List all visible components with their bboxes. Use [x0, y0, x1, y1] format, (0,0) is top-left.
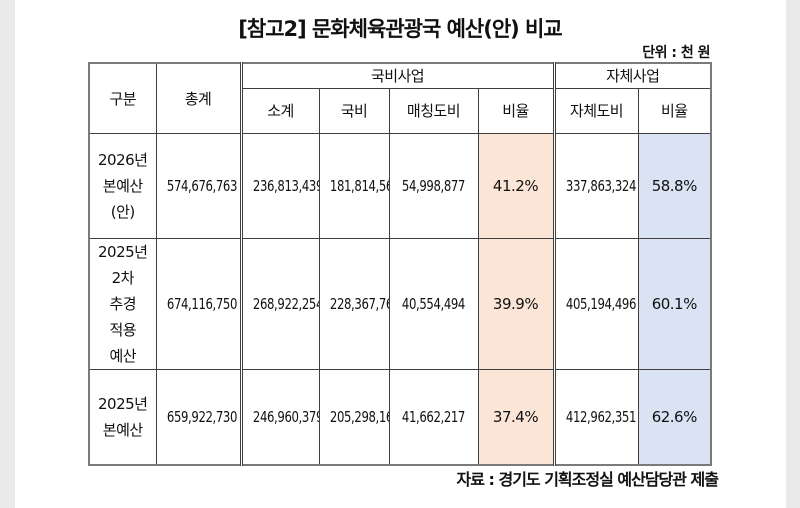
national-cell: 181,814,562 — [318, 132, 390, 239]
row-label-cell: 2025년 2차 추경 적용 예산 — [88, 237, 157, 370]
row-label: 2025년 2차 추경 적용 예산 — [98, 242, 148, 365]
left-page-gutter — [0, 0, 15, 508]
unit-note: 단위 : 천 원 — [642, 45, 710, 61]
table-row-2026-proposed: 2026년 본예산 (안) 574,676,763 236,813,439 18… — [88, 132, 712, 239]
row-label-cell: 2025년 본예산 — [88, 368, 157, 466]
matching-cell: 40,554,494 — [388, 237, 479, 370]
table-row-2025-supplementary: 2025년 2차 추경 적용 예산 674,116,750 268,922,25… — [88, 237, 712, 370]
total-value: 574,676,763 — [166, 176, 237, 195]
subtotal-cell: 236,813,439 — [239, 132, 320, 239]
matching-cell: 41,662,217 — [388, 368, 479, 466]
total-value: 659,922,730 — [166, 407, 237, 426]
header-national-ratio: 비율 — [477, 87, 555, 134]
national-cell: 205,298,162 — [318, 368, 390, 466]
table-row-2025-original: 2025년 본예산 659,922,730 246,960,379 205,29… — [88, 368, 712, 466]
header-matching-provincial: 매칭도비 — [388, 87, 479, 134]
row-label: 2025년 본예산 — [98, 394, 148, 439]
table-header-group-row: 구분 총계 국비사업 자체사업 — [88, 62, 712, 134]
page-title: [참고2] 문화체육관광국 예산(안) 비교 — [238, 17, 562, 41]
header-own-provincial: 자체도비 — [552, 87, 639, 134]
subtotal-value: 246,960,379 — [252, 407, 319, 426]
row-label-cell: 2026년 본예산 (안) — [88, 132, 157, 239]
matching-cell: 54,998,877 — [388, 132, 479, 239]
national-value: 228,367,760 — [329, 294, 388, 313]
budget-comparison-table: 구분 총계 국비사업 자체사업 소계 국비 매칭도비 비율 자체도비 비율 20… — [88, 62, 713, 466]
own-ratio-cell: 62.6% — [637, 368, 712, 466]
matching-value: 41,662,217 — [401, 407, 466, 426]
subtotal-value: 268,922,254 — [252, 294, 319, 313]
row-label: 2026년 본예산 (안) — [98, 150, 148, 221]
own-provincial-value: 412,962,351 — [565, 407, 636, 426]
header-category: 구분 — [88, 62, 157, 134]
total-cell: 574,676,763 — [155, 132, 242, 239]
own-provincial-cell: 405,194,496 — [552, 237, 639, 370]
total-value: 674,116,750 — [166, 294, 237, 313]
own-ratio-cell: 58.8% — [637, 132, 712, 239]
national-cell: 228,367,760 — [318, 237, 390, 370]
own-provincial-cell: 412,962,351 — [552, 368, 639, 466]
header-own-ratio: 비율 — [637, 87, 712, 134]
matching-value: 54,998,877 — [401, 176, 466, 195]
national-ratio-cell: 41.2% — [477, 132, 555, 239]
header-national-group: 국비사업 — [239, 62, 555, 89]
header-total: 총계 — [155, 62, 242, 134]
header-national: 국비 — [318, 87, 390, 134]
own-provincial-cell: 337,863,324 — [552, 132, 639, 239]
table-header-sub-row: 소계 국비 매칭도비 비율 자체도비 비율 — [89, 87, 712, 134]
header-own-group: 자체사업 — [552, 62, 712, 89]
matching-value: 40,554,494 — [401, 294, 466, 313]
header-subtotal: 소계 — [239, 87, 320, 134]
national-value: 181,814,562 — [329, 176, 388, 195]
subtotal-cell: 246,960,379 — [239, 368, 320, 466]
own-ratio-cell: 60.1% — [637, 237, 712, 370]
own-provincial-value: 337,863,324 — [565, 176, 636, 195]
subtotal-cell: 268,922,254 — [239, 237, 320, 370]
right-page-gutter — [786, 0, 800, 508]
subtotal-value: 236,813,439 — [252, 176, 319, 195]
national-ratio-cell: 37.4% — [477, 368, 555, 466]
own-provincial-value: 405,194,496 — [565, 294, 636, 313]
total-cell: 659,922,730 — [155, 368, 242, 466]
national-value: 205,298,162 — [329, 407, 388, 426]
total-cell: 674,116,750 — [155, 237, 242, 370]
source-note: 자료 : 경기도 기획조정실 예산담당관 제출 — [456, 470, 719, 489]
national-ratio-cell: 39.9% — [477, 237, 555, 370]
